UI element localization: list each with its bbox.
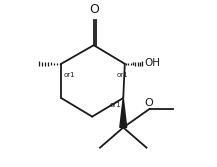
Text: O: O <box>90 4 99 17</box>
Text: or1: or1 <box>110 102 122 108</box>
Text: or1: or1 <box>116 72 128 78</box>
Text: O: O <box>145 98 153 108</box>
Text: OH: OH <box>144 58 160 68</box>
Text: or1: or1 <box>64 72 75 78</box>
Polygon shape <box>120 98 127 127</box>
